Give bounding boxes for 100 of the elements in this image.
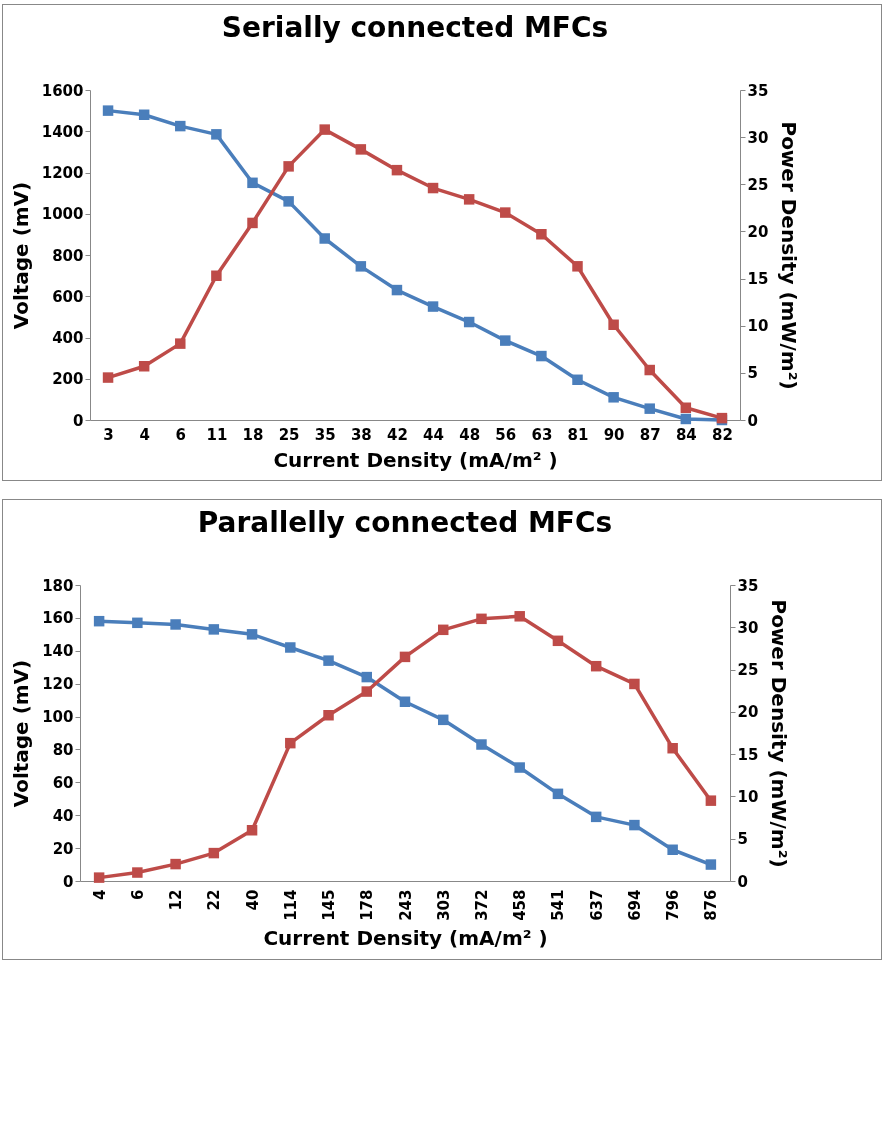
- y-tick-label: 1000: [41, 205, 84, 224]
- y-tick-label: 20: [52, 839, 74, 858]
- point: [138, 361, 150, 372]
- point: [132, 867, 143, 878]
- point: [667, 742, 678, 754]
- y-tick-label: 1400: [41, 122, 84, 141]
- x-tick-label: 114: [281, 889, 300, 921]
- point: [427, 182, 439, 194]
- point: [552, 788, 564, 800]
- x-tick-label: 42: [387, 425, 408, 444]
- y-tick-label: 200: [52, 370, 84, 389]
- point: [608, 392, 619, 403]
- point: [170, 858, 181, 870]
- x-axis-title: Current Density (mA/m² ): [273, 447, 558, 472]
- point: [399, 651, 411, 663]
- point: [361, 671, 373, 683]
- chart-title: Serially connected MFCs: [221, 11, 609, 44]
- point: [476, 613, 487, 625]
- y-tick-label: 100: [42, 708, 74, 727]
- point: [608, 319, 619, 331]
- y2-tick-label: 25: [737, 661, 759, 680]
- point: [500, 335, 511, 346]
- x-tick-label: 6: [128, 889, 147, 900]
- x-tick-label: 4: [90, 889, 109, 900]
- y-tick-label: 140: [42, 642, 74, 661]
- y2-tick-label: 5: [737, 830, 748, 849]
- y-tick-label: 60: [52, 773, 74, 792]
- point: [211, 129, 222, 140]
- y-tick-label: 1600: [41, 81, 84, 100]
- y2-tick-label: 20: [737, 703, 759, 722]
- y-tick-label: 1200: [41, 164, 84, 182]
- y-tick-label: 120: [42, 675, 74, 694]
- point: [572, 261, 583, 272]
- point: [500, 207, 511, 218]
- x-tick-label: 876: [702, 889, 721, 921]
- point: [208, 847, 220, 859]
- point: [514, 762, 525, 773]
- x-tick-label: 63: [531, 425, 553, 444]
- x-tick-label: 796: [664, 889, 683, 921]
- x-tick-label: 12: [167, 889, 186, 911]
- y2-tick-label: 10: [747, 317, 769, 336]
- point: [680, 402, 692, 413]
- point: [536, 350, 547, 362]
- y-tick-label: 600: [52, 287, 84, 306]
- point: [175, 120, 186, 132]
- y-tick-label: 800: [52, 246, 84, 265]
- point: [399, 696, 411, 707]
- y2-tick-label: 5: [747, 364, 758, 383]
- y-tick-label: 0: [63, 872, 74, 891]
- x-tick-label: 40: [243, 889, 262, 911]
- y-tick-label: 40: [52, 806, 74, 825]
- x-tick-label: 81: [567, 425, 589, 444]
- x-tick-label: 145: [320, 889, 339, 921]
- x-tick-label: 458: [511, 889, 530, 921]
- x-tick-label: 637: [587, 889, 606, 921]
- point: [361, 686, 373, 697]
- x-tick-label: 4: [139, 425, 150, 444]
- y2-tick-label: 15: [737, 745, 759, 764]
- x-tick-label: 694: [625, 889, 644, 921]
- point: [355, 261, 367, 272]
- point: [680, 413, 692, 425]
- y2-tick-label: 0: [747, 411, 758, 430]
- point: [170, 619, 181, 630]
- point: [319, 233, 330, 244]
- point: [285, 737, 296, 749]
- x-tick-label: 243: [396, 889, 415, 921]
- point: [102, 372, 114, 383]
- x-tick-label: 3: [103, 425, 114, 444]
- x-axis-title: Current Density (mA/m² ): [263, 925, 548, 950]
- point: [437, 714, 449, 726]
- y-tick-label: 400: [52, 329, 84, 347]
- y2-tick-label: 35: [747, 81, 769, 100]
- point: [552, 635, 564, 647]
- x-tick-label: 35: [314, 425, 336, 444]
- point: [247, 217, 258, 229]
- point: [319, 124, 330, 135]
- x-tick-label: 178: [358, 889, 377, 921]
- x-tick-label: 48: [459, 425, 481, 444]
- point: [463, 194, 475, 205]
- point: [246, 825, 258, 836]
- x-tick-label: 38: [350, 425, 372, 444]
- y2-axis-title: Power Density (mW/m²): [767, 599, 792, 868]
- point: [283, 161, 294, 172]
- point: [463, 316, 475, 328]
- point: [208, 624, 220, 635]
- point: [391, 164, 403, 176]
- x-tick-label: 18: [242, 425, 264, 444]
- y-tick-label: 160: [42, 609, 74, 628]
- point: [355, 144, 367, 155]
- point: [667, 844, 678, 855]
- y2-tick-label: 15: [747, 270, 769, 289]
- y-axis-title: Voltage (mV): [9, 659, 34, 808]
- point: [93, 615, 105, 627]
- point: [644, 403, 655, 414]
- y2-tick-label: 0: [737, 872, 748, 891]
- y-tick-label: 80: [52, 740, 74, 759]
- x-tick-label: 87: [639, 425, 661, 444]
- y2-tick-label: 20: [747, 222, 769, 241]
- x-tick-label: 82: [712, 425, 733, 444]
- point: [391, 284, 403, 296]
